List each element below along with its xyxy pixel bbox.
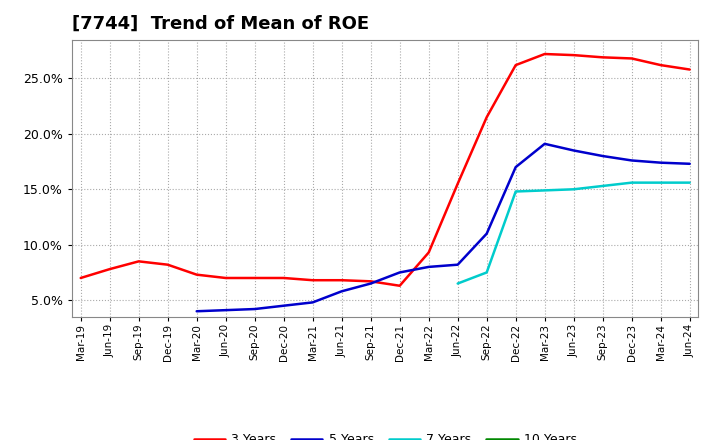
5 Years bbox=[424, 264, 433, 270]
3 Years bbox=[541, 51, 549, 57]
Line: 5 Years: 5 Years bbox=[197, 144, 690, 311]
5 Years bbox=[511, 165, 520, 170]
Legend: 3 Years, 5 Years, 7 Years, 10 Years: 3 Years, 5 Years, 7 Years, 10 Years bbox=[189, 429, 582, 440]
Line: 3 Years: 3 Years bbox=[81, 54, 690, 286]
3 Years bbox=[338, 278, 346, 283]
3 Years bbox=[76, 275, 85, 281]
3 Years bbox=[251, 275, 259, 281]
7 Years bbox=[454, 281, 462, 286]
7 Years bbox=[511, 189, 520, 194]
5 Years bbox=[338, 289, 346, 294]
5 Years bbox=[366, 281, 375, 286]
5 Years bbox=[395, 270, 404, 275]
7 Years bbox=[685, 180, 694, 185]
3 Years bbox=[685, 67, 694, 72]
5 Years bbox=[308, 300, 317, 305]
3 Years bbox=[454, 181, 462, 187]
3 Years bbox=[308, 278, 317, 283]
5 Years bbox=[482, 231, 491, 236]
3 Years bbox=[279, 275, 288, 281]
3 Years bbox=[657, 62, 665, 68]
3 Years bbox=[163, 262, 172, 268]
3 Years bbox=[627, 56, 636, 61]
Text: [7744]  Trend of Mean of ROE: [7744] Trend of Mean of ROE bbox=[72, 15, 369, 33]
3 Years bbox=[135, 259, 143, 264]
3 Years bbox=[105, 267, 114, 272]
5 Years bbox=[221, 308, 230, 313]
3 Years bbox=[570, 52, 578, 58]
Line: 7 Years: 7 Years bbox=[458, 183, 690, 283]
7 Years bbox=[570, 187, 578, 192]
5 Years bbox=[541, 141, 549, 147]
3 Years bbox=[424, 250, 433, 255]
7 Years bbox=[541, 188, 549, 193]
5 Years bbox=[685, 161, 694, 166]
3 Years bbox=[192, 272, 201, 277]
5 Years bbox=[627, 158, 636, 163]
3 Years bbox=[366, 279, 375, 284]
3 Years bbox=[395, 283, 404, 288]
5 Years bbox=[598, 154, 607, 159]
5 Years bbox=[279, 303, 288, 308]
7 Years bbox=[627, 180, 636, 185]
7 Years bbox=[482, 270, 491, 275]
3 Years bbox=[221, 275, 230, 281]
5 Years bbox=[657, 160, 665, 165]
5 Years bbox=[192, 308, 201, 314]
5 Years bbox=[454, 262, 462, 268]
3 Years bbox=[511, 62, 520, 68]
3 Years bbox=[482, 114, 491, 120]
5 Years bbox=[251, 306, 259, 312]
3 Years bbox=[598, 55, 607, 60]
7 Years bbox=[657, 180, 665, 185]
7 Years bbox=[598, 183, 607, 189]
5 Years bbox=[570, 148, 578, 153]
